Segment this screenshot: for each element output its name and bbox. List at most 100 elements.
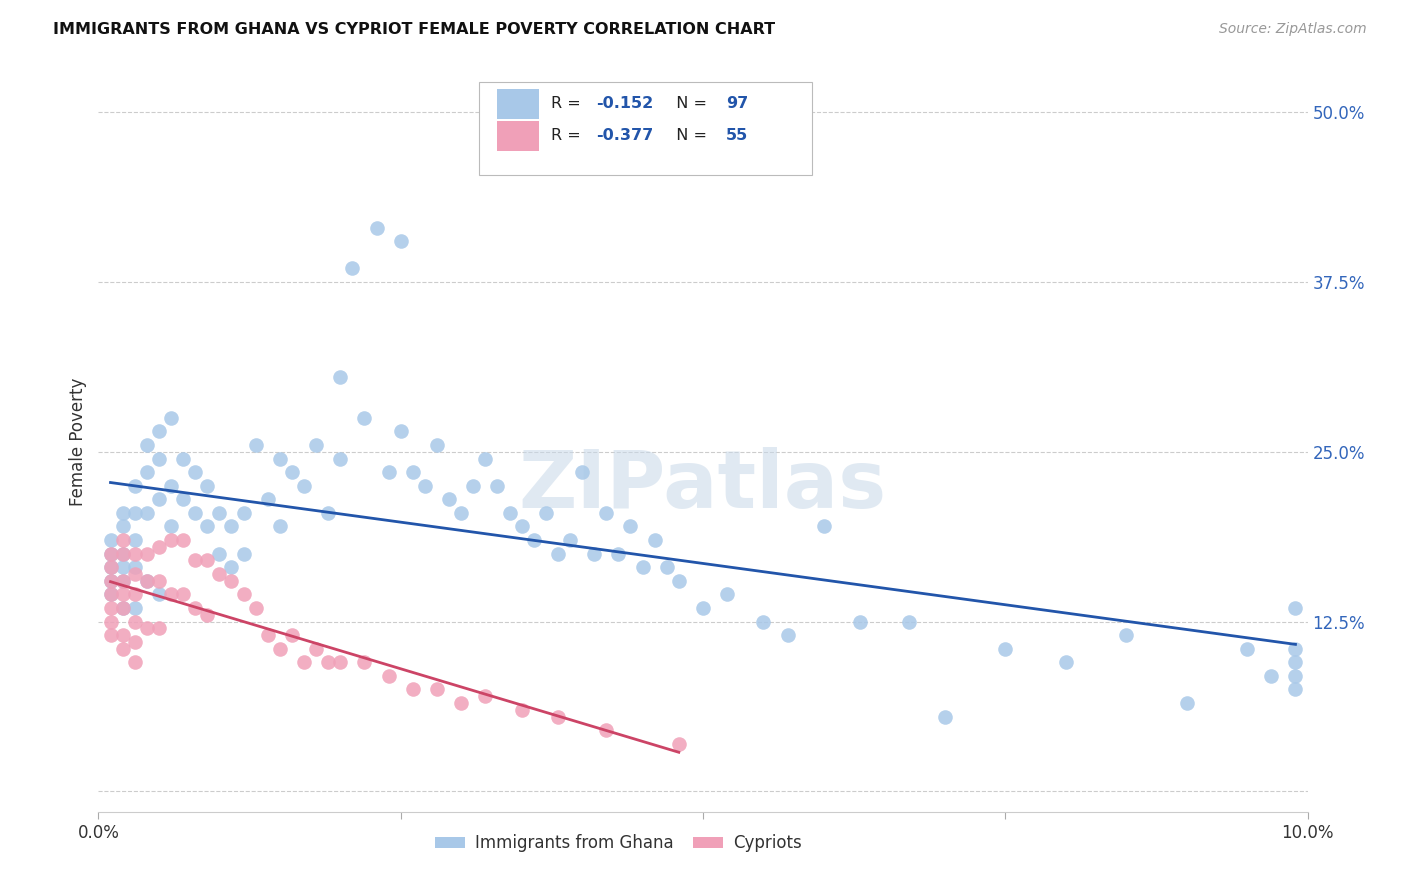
Point: [389, 425, 412, 439]
Point: [668, 574, 690, 588]
Point: [195, 519, 218, 533]
Point: [160, 587, 183, 601]
Point: [111, 641, 134, 656]
Point: [644, 533, 666, 547]
Point: [595, 723, 617, 738]
Text: Source: ZipAtlas.com: Source: ZipAtlas.com: [1219, 22, 1367, 37]
Point: [111, 560, 134, 574]
Point: [111, 587, 134, 601]
Point: [148, 425, 170, 439]
Point: [135, 621, 157, 635]
Point: [426, 438, 449, 452]
Point: [100, 533, 122, 547]
Point: [124, 587, 146, 601]
Point: [148, 587, 170, 601]
Point: [100, 560, 122, 574]
Point: [100, 547, 122, 561]
Legend: Immigrants from Ghana, Cypriots: Immigrants from Ghana, Cypriots: [427, 828, 808, 859]
Point: [160, 478, 183, 492]
Point: [486, 478, 509, 492]
Point: [160, 519, 183, 533]
Text: 97: 97: [725, 96, 748, 112]
Point: [195, 607, 218, 622]
Point: [148, 621, 170, 635]
Point: [160, 533, 183, 547]
Point: [111, 601, 134, 615]
Point: [245, 438, 267, 452]
Point: [342, 261, 364, 276]
Point: [111, 601, 134, 615]
Point: [160, 410, 183, 425]
Point: [934, 709, 956, 723]
Point: [172, 587, 194, 601]
Point: [437, 492, 460, 507]
Point: [426, 682, 449, 697]
Point: [402, 682, 425, 697]
Point: [184, 506, 207, 520]
Point: [111, 506, 134, 520]
Point: [269, 519, 291, 533]
Point: [100, 601, 122, 615]
Text: 55: 55: [725, 128, 748, 144]
Text: N =: N =: [665, 96, 711, 112]
Point: [1115, 628, 1137, 642]
Point: [124, 566, 146, 581]
Point: [172, 533, 194, 547]
Point: [111, 547, 134, 561]
Text: -0.152: -0.152: [596, 96, 654, 112]
Point: [329, 370, 352, 384]
Point: [221, 519, 243, 533]
Point: [184, 465, 207, 479]
Point: [450, 506, 472, 520]
Point: [1260, 669, 1282, 683]
Point: [111, 574, 134, 588]
Point: [389, 234, 412, 248]
Point: [135, 465, 157, 479]
Point: [135, 574, 157, 588]
Point: [269, 451, 291, 466]
Point: [292, 478, 315, 492]
Point: [1175, 696, 1198, 710]
Point: [849, 615, 872, 629]
Point: [1284, 655, 1306, 669]
Text: ZIPatlas: ZIPatlas: [519, 447, 887, 525]
Point: [655, 560, 678, 574]
Point: [111, 574, 134, 588]
Point: [148, 451, 170, 466]
Point: [316, 655, 339, 669]
Point: [172, 492, 194, 507]
Point: [256, 492, 278, 507]
Point: [813, 519, 835, 533]
Point: [221, 574, 243, 588]
Point: [1054, 655, 1077, 669]
Point: [100, 628, 122, 642]
Point: [100, 574, 122, 588]
Point: [329, 451, 352, 466]
Point: [281, 628, 304, 642]
FancyBboxPatch shape: [498, 89, 538, 119]
Point: [329, 655, 352, 669]
Text: R =: R =: [551, 128, 585, 144]
Point: [232, 506, 254, 520]
Point: [353, 655, 375, 669]
Point: [463, 478, 485, 492]
Point: [631, 560, 654, 574]
Point: [124, 601, 146, 615]
Point: [1284, 601, 1306, 615]
Point: [172, 451, 194, 466]
Point: [100, 587, 122, 601]
Point: [413, 478, 436, 492]
Point: [195, 553, 218, 567]
Point: [692, 601, 714, 615]
Point: [1284, 682, 1306, 697]
Point: [135, 438, 157, 452]
Point: [523, 533, 546, 547]
Point: [510, 703, 533, 717]
Point: [716, 587, 738, 601]
Point: [498, 506, 520, 520]
Point: [256, 628, 278, 642]
Point: [353, 410, 375, 425]
Point: [111, 628, 134, 642]
Point: [547, 709, 569, 723]
Point: [402, 465, 425, 479]
